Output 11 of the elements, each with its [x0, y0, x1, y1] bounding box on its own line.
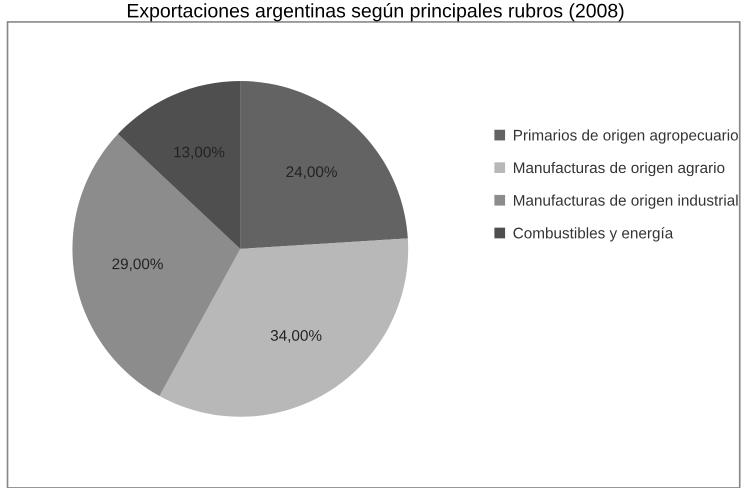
legend-label: Manufacturas de origen industrial [514, 194, 738, 209]
pie-slice [72, 134, 240, 396]
data-label: 29,00% [112, 258, 163, 272]
pie-slice [118, 81, 240, 249]
legend-label: Combustibles y energía [514, 227, 674, 242]
chart-title: Exportaciones argentinas según principales rubros (2008) [128, 3, 624, 22]
data-label: 34,00% [270, 330, 322, 343]
legend-label: Manufacturas de origen agrario [514, 162, 724, 176]
pie-slice [240, 81, 408, 249]
data-label: 24,00% [286, 166, 337, 179]
legend-label: Primarios de origen agropecuario [514, 129, 738, 144]
